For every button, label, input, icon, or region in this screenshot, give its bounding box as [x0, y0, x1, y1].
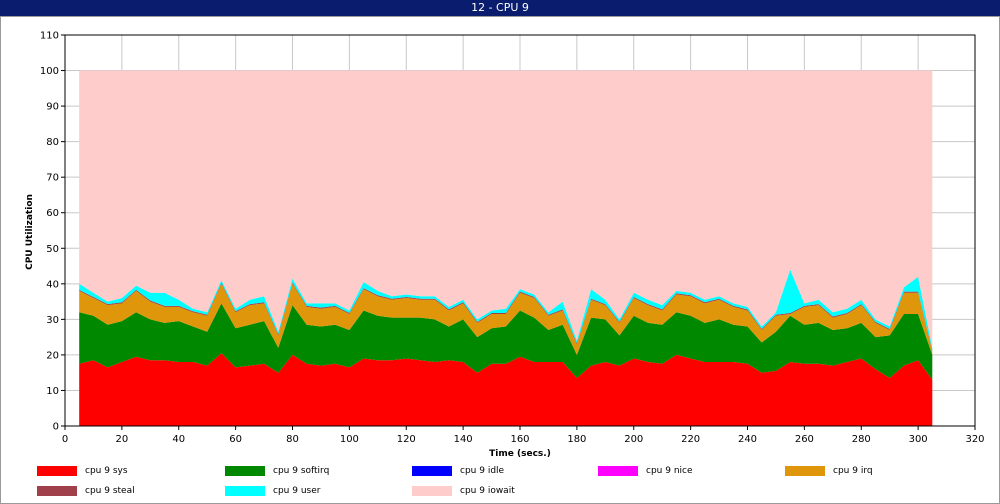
- legend-swatch: [37, 466, 77, 476]
- legend-label: cpu 9 iowait: [460, 486, 515, 496]
- y-tick-label: 50: [46, 244, 59, 255]
- legend-item-cpu-9-steal: cpu 9 steal: [37, 486, 135, 500]
- axes: [61, 34, 976, 430]
- x-tick-label: 40: [172, 434, 185, 445]
- y-tick-label: 80: [46, 137, 59, 148]
- legend-label: cpu 9 idle: [460, 466, 505, 476]
- x-tick-labels: 0 20 40 60 80 100 120 140 160 180 200 220 240 260 280 3…: [62, 434, 985, 445]
- x-axis-label: Time (secs.): [489, 449, 551, 459]
- legend-item-cpu-9-user: cpu 9 user: [225, 486, 320, 500]
- x-tick-label: 240: [738, 434, 757, 445]
- y-tick-label: 110: [40, 31, 59, 42]
- legend-label: cpu 9 steal: [85, 486, 135, 496]
- legend-swatch: [225, 486, 265, 496]
- y-tick-label: 60: [46, 208, 59, 219]
- x-tick-label: 220: [681, 434, 700, 445]
- x-tick-label: 60: [229, 434, 242, 445]
- x-tick-label: 300: [909, 434, 928, 445]
- legend-label: cpu 9 nice: [646, 466, 693, 476]
- legend-label: cpu 9 sys: [85, 466, 128, 476]
- x-tick-label: 80: [286, 434, 299, 445]
- legend-item-cpu-9-softirq: cpu 9 softirq: [225, 466, 329, 480]
- x-tick-label: 200: [624, 434, 643, 445]
- legend-item-cpu-9-sys: cpu 9 sys: [37, 466, 128, 480]
- series-area-cpu-9-iowait: [79, 70, 933, 348]
- legend-label: cpu 9 user: [273, 486, 321, 496]
- y-tick-label: 100: [40, 66, 59, 77]
- y-tick-label: 90: [46, 102, 59, 113]
- x-tick-label: 140: [454, 434, 473, 445]
- series-area-cpu-9-user: [79, 269, 933, 351]
- series-area-cpu-9-softirq: [79, 303, 933, 380]
- legend-swatch: [225, 466, 265, 476]
- legend-swatch: [785, 466, 825, 476]
- legend-item-cpu-9-iowait: cpu 9 iowait: [412, 486, 515, 500]
- x-tick-label: 320: [965, 434, 984, 445]
- x-tick-label: 120: [397, 434, 416, 445]
- series-area-cpu-9-sys: [79, 353, 933, 426]
- y-tick-label: 30: [46, 315, 59, 326]
- legend-item-cpu-9-irq: cpu 9 irq: [785, 466, 873, 480]
- series-area-cpu-9-irq: [79, 283, 933, 355]
- legend-item-cpu-9-nice: cpu 9 nice: [598, 466, 693, 480]
- legend-swatch: [37, 486, 77, 496]
- stacked-areas: [79, 70, 933, 426]
- legend-swatch: [412, 486, 452, 496]
- legend-item-cpu-9-idle: cpu 9 idle: [412, 466, 504, 480]
- x-tick-label: 20: [116, 434, 129, 445]
- y-tick-label: 70: [46, 173, 59, 184]
- legend-label: cpu 9 softirq: [273, 466, 330, 476]
- x-tick-label: 0: [62, 434, 68, 445]
- y-tick-label: 10: [46, 386, 59, 397]
- legend-swatch: [598, 466, 638, 476]
- x-tick-label: 180: [567, 434, 586, 445]
- x-tick-label: 160: [510, 434, 529, 445]
- window-title: 12 - CPU 9: [0, 0, 1000, 16]
- y-tick-labels: 0 10 20 30 40 50 60 70 80 90 100 110: [40, 31, 59, 433]
- y-axis-label: CPU Utilization: [25, 194, 35, 270]
- legend-label: cpu 9 irq: [833, 466, 873, 476]
- x-tick-label: 260: [795, 434, 814, 445]
- legend-swatch: [412, 466, 452, 476]
- x-tick-label: 280: [852, 434, 871, 445]
- y-tick-label: 20: [46, 350, 59, 361]
- y-tick-label: 0: [53, 422, 59, 433]
- y-tick-label: 40: [46, 279, 59, 290]
- x-tick-label: 100: [340, 434, 359, 445]
